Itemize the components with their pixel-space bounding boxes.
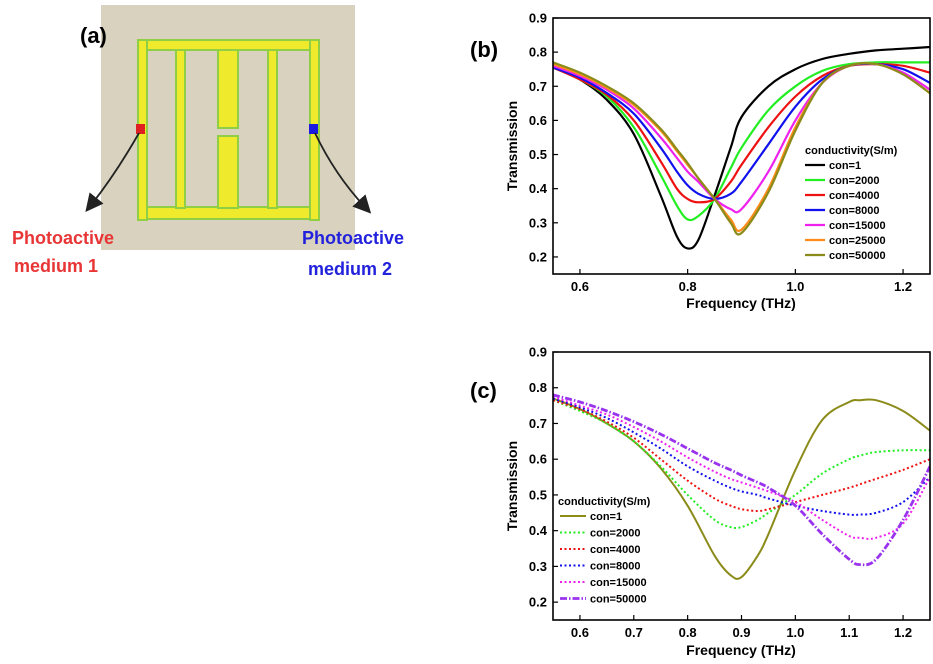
chart-c-ytick-label: 0.5	[529, 487, 547, 502]
chart-b-ytick-label: 0.3	[529, 215, 547, 230]
chart-b-legend-entry: con=25000	[829, 235, 886, 247]
medium-2-label-line1: Photoactive	[302, 228, 404, 248]
chart-c-xtick-label: 1.0	[786, 625, 804, 640]
chart-b-series-line-2	[553, 61, 930, 222]
chart-b-xtick-label: 1.0	[786, 279, 804, 294]
chart-b-xtick-label: 0.6	[571, 279, 589, 294]
panel-b-label: (b)	[470, 37, 498, 62]
chart-c-legend-entry: con=2000	[590, 528, 640, 540]
chart-b-xlabel: Frequency (THz)	[686, 295, 796, 311]
chart-c-ytick-label: 0.3	[529, 559, 547, 574]
chart-b-xtick-labels: 0.6 0.8 1.0 1.2	[571, 279, 912, 294]
chart-c-ylabel: Transmission	[504, 441, 520, 531]
chart-c-ytick-label: 0.8	[529, 380, 547, 395]
chart-b-legend-entry: con=50000	[829, 250, 886, 262]
chart-c-xtick-label: 1.2	[894, 625, 912, 640]
chart-c-ytick-label: 0.4	[529, 523, 548, 538]
photoactive-medium-2-patch	[309, 124, 318, 134]
chart-b-ytick-label: 0.9	[529, 11, 547, 26]
chart-c-legend-title: conductivity(S/m)	[558, 496, 651, 508]
chart-c-ytick-label: 0.6	[529, 452, 547, 467]
panel-c-label: (c)	[470, 378, 497, 403]
medium-1-label-line2: medium 1	[14, 256, 98, 276]
arrow-medium-2	[314, 132, 372, 214]
panel-a-label: (a)	[80, 23, 107, 48]
chart-c-xtick-label: 0.8	[679, 625, 697, 640]
chart-b-series-line-1	[553, 45, 930, 250]
chart-b-ytick-label: 0.5	[529, 147, 547, 162]
chart-b-legend-entry: con=2000	[829, 175, 879, 187]
chart-b-ytick-label: 0.2	[529, 249, 547, 264]
chart-b-legend-entry: con=8000	[829, 205, 879, 217]
chart-c-legend-entry: con=50000	[590, 594, 647, 606]
chart-c-legend: conductivity(S/m) con=1 con=2000 con=4000 c…	[558, 496, 651, 606]
chart-c-ytick-label: 0.9	[529, 345, 547, 360]
chart-c-xlabel: Frequency (THz)	[686, 642, 796, 658]
chart-b-legend-entry: con=1	[829, 160, 861, 172]
metamaterial-structure	[137, 39, 320, 221]
chart-c-legend-entry: con=1	[590, 511, 622, 523]
chart-b-ytick-labels: 0.2 0.3 0.4 0.5 0.6 0.7 0.8 0.9	[529, 11, 548, 265]
chart-b-legend-entry: con=4000	[829, 190, 879, 202]
chart-c-ytick-labels: 0.2 0.3 0.4 0.5 0.6 0.7 0.8 0.9	[529, 345, 548, 610]
chart-b-legend: conductivity(S/m) con=1 con=2000 con=4000 c…	[805, 145, 898, 262]
chart-b-ytick-label: 0.7	[529, 79, 547, 94]
photoactive-medium-1-patch	[136, 124, 145, 134]
chart-c-tick-marks	[553, 351, 904, 620]
chart-b-ytick-label: 0.4	[529, 181, 548, 196]
chart-c-series-line-1	[553, 397, 930, 580]
chart-b-ytick-label: 0.8	[529, 45, 547, 60]
chart-c-legend-entry: con=4000	[590, 544, 640, 556]
medium-1-label-line1: Photoactive	[12, 228, 114, 248]
chart-c-series-line-3	[553, 399, 930, 513]
chart-b-legend-title: conductivity(S/m)	[805, 145, 898, 157]
chart-c-ytick-label: 0.2	[529, 595, 547, 610]
chart-b-legend-entry: con=15000	[829, 220, 886, 232]
chart-b-series	[553, 45, 930, 250]
chart-c-xtick-labels: 0.6 0.7 0.8 0.9 1.0 1.1 1.2	[571, 625, 912, 640]
chart-c: (c) 0.20.30.40.50.60.70.80.9 0.6 0.7 0.8 0.…	[470, 345, 931, 658]
chart-c-legend-entry: con=15000	[590, 577, 647, 589]
chart-c-xtick-label: 0.7	[625, 625, 643, 640]
chart-c-series	[553, 393, 930, 580]
arrow-medium-1	[85, 132, 140, 213]
chart-c-series-line-4	[553, 397, 930, 516]
chart-c-legend-entry: con=8000	[590, 561, 640, 573]
chart-b-series-line-7	[553, 61, 930, 236]
chart-b-tick-marks	[553, 17, 904, 274]
chart-c-ytick-label: 0.7	[529, 416, 547, 431]
chart-c-xtick-label: 0.6	[571, 625, 589, 640]
chart-b: (b) 0.2 0.3 0.4 0.5 0.6 0.7 0.8 0.9 0.6 0.8 1.0 1.…	[470, 11, 931, 311]
chart-b-ylabel: Transmission	[504, 101, 520, 191]
chart-b-plot-frame	[552, 17, 931, 275]
chart-c-xtick-label: 0.9	[732, 625, 750, 640]
chart-b-xtick-label: 1.2	[894, 279, 912, 294]
chart-c-series-line-6	[553, 393, 930, 567]
chart-b-ytick-label: 0.6	[529, 113, 547, 128]
chart-b-xtick-label: 0.8	[679, 279, 697, 294]
chart-c-xtick-label: 1.1	[840, 625, 858, 640]
panel-a: (a) Photoactive medium 1 Photoactive med…	[12, 5, 404, 279]
medium-2-label-line2: medium 2	[308, 259, 392, 279]
chart-c-series-line-5	[553, 395, 930, 540]
